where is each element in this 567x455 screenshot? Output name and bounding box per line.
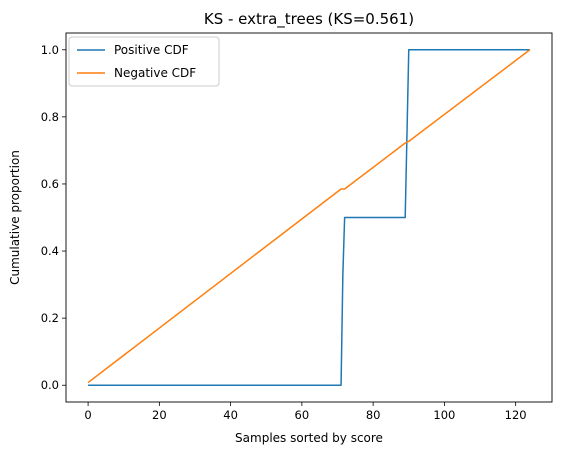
x-tick-label: 120 xyxy=(505,408,527,422)
y-axis-label: Cumulative proportion xyxy=(8,150,22,285)
legend-box xyxy=(68,36,220,87)
x-tick-label: 40 xyxy=(223,408,238,422)
series-layer xyxy=(87,49,531,386)
x-tick-label: 20 xyxy=(152,408,167,422)
x-tick-label: 60 xyxy=(295,408,310,422)
series-line-negative-cdf xyxy=(87,49,531,384)
y-tick-label: 0.6 xyxy=(41,177,59,191)
y-axis: 0.0 0.2 0.4 0.6 0.8 1.0 xyxy=(41,43,66,392)
x-tick-label: 80 xyxy=(366,408,381,422)
x-tick-label: 0 xyxy=(84,408,91,422)
x-axis: 0 20 40 60 80 100 120 xyxy=(84,402,527,422)
y-tick-label: 0.2 xyxy=(41,311,59,325)
legend-label-positive-cdf: Positive CDF xyxy=(114,43,189,57)
x-axis-label: Samples sorted by score xyxy=(235,431,383,445)
y-tick-label: 0.0 xyxy=(41,378,59,392)
chart-title: KS - extra_trees (KS=0.561) xyxy=(204,10,414,29)
legend: Positive CDF Negative CDF xyxy=(68,36,220,87)
plot-frame xyxy=(65,32,553,403)
series-line-positive-cdf xyxy=(88,49,530,386)
y-tick-label: 0.4 xyxy=(41,244,59,258)
x-tick-label: 100 xyxy=(433,408,455,422)
y-tick-label: 0.8 xyxy=(41,110,59,124)
y-tick-label: 1.0 xyxy=(41,43,59,57)
legend-label-negative-cdf: Negative CDF xyxy=(114,66,196,80)
